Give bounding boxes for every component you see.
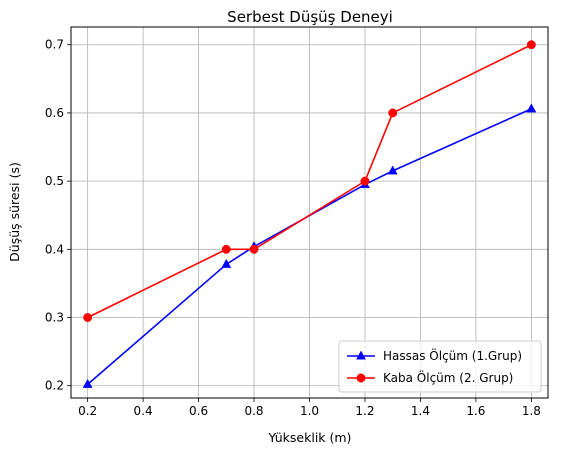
- legend-label: Kaba Ölçüm (2. Grup): [383, 369, 513, 385]
- x-tick-label: 1.2: [355, 404, 374, 418]
- x-tick-label: 1.4: [411, 404, 430, 418]
- data-point: [361, 177, 369, 185]
- y-tick-label: 0.2: [45, 379, 64, 393]
- y-axis-label: Düşüş süresi (s): [7, 162, 22, 262]
- x-tick-label: 0.4: [134, 404, 153, 418]
- data-point: [83, 313, 91, 321]
- y-tick-label: 0.3: [45, 311, 64, 325]
- y-tick-label: 0.6: [45, 106, 64, 120]
- x-tick-label: 1.0: [300, 404, 319, 418]
- x-tick-label: 1.6: [466, 404, 485, 418]
- data-point: [527, 41, 535, 49]
- legend-label: Hassas Ölçüm (1.Grup): [383, 347, 522, 363]
- x-axis-label: Yükseklik (m): [268, 430, 352, 445]
- data-point: [222, 245, 230, 253]
- x-tick-label: 0.2: [78, 404, 97, 418]
- y-tick-label: 0.7: [45, 38, 64, 52]
- y-tick-label: 0.5: [45, 174, 64, 188]
- x-tick-label: 1.8: [522, 404, 541, 418]
- x-tick-label: 0.8: [244, 404, 263, 418]
- data-point: [250, 245, 258, 253]
- chart-title: Serbest Düşüş Deneyi: [227, 8, 393, 26]
- data-point: [388, 109, 396, 117]
- legend: Hassas Ölçüm (1.Grup) Kaba Ölçüm (2. Grup…: [339, 341, 541, 392]
- legend-marker: [357, 374, 365, 382]
- x-tick-label: 0.6: [189, 404, 208, 418]
- y-tick-label: 0.4: [45, 242, 64, 256]
